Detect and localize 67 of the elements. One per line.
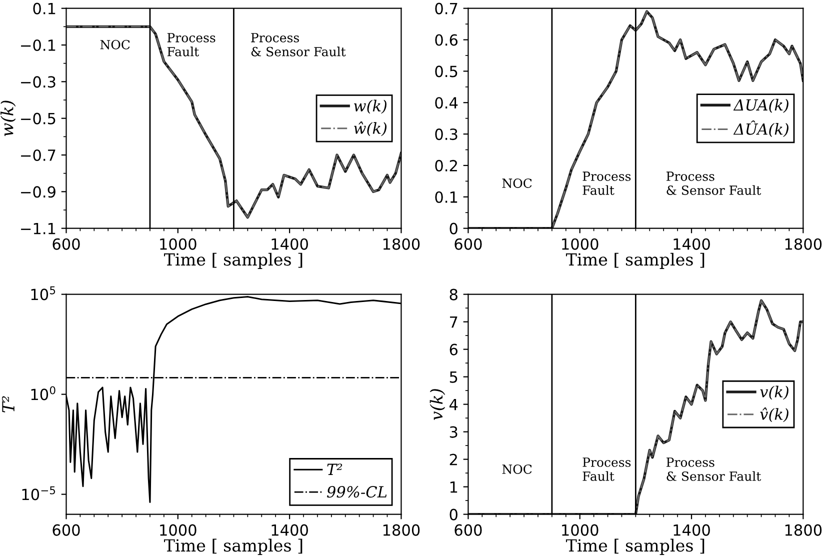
- x-axis-title: Time [ samples ]: [566, 538, 704, 555]
- y-tick-label: 6: [450, 344, 458, 356]
- x-tick-label: 600: [52, 238, 80, 250]
- y-tick-label: 4: [450, 398, 458, 410]
- y-tick-label: 0.7: [435, 2, 458, 14]
- annotation: NOC: [100, 40, 130, 50]
- y-tick-label: 1: [450, 481, 458, 493]
- y-tick-label: 0.6: [435, 34, 458, 46]
- x-tick-label: 1800: [383, 524, 420, 536]
- y-tick-label: 3: [450, 426, 458, 438]
- y-tick-label: 0.4: [435, 97, 458, 109]
- legend-label: ŵ(k): [354, 122, 386, 136]
- x-tick-label: 1000: [160, 238, 196, 250]
- x-tick-label: 1800: [383, 238, 420, 250]
- x-axis-title: Time [ samples ]: [566, 252, 704, 269]
- legend-label: 99%-CL: [327, 486, 387, 498]
- annotation: NOC: [502, 178, 532, 188]
- x-tick-label: 1400: [674, 524, 710, 536]
- y-tick-label: 10$^{−5}$: [22, 486, 56, 500]
- y-tick-label: −0.7: [21, 149, 56, 162]
- x-tick-label: 1000: [562, 524, 598, 536]
- annotation: NOC: [502, 464, 532, 474]
- x-axis-title: Time [ samples ]: [164, 538, 302, 555]
- x-axis-title: Time [ samples ]: [164, 252, 302, 269]
- y-tick-label: 0.2: [435, 160, 457, 172]
- legend-label: w(k): [354, 100, 386, 114]
- y-tick-label: 0.3: [435, 128, 458, 140]
- y-tick-label: −1.1: [21, 222, 56, 234]
- annotation: Process Fault: [167, 33, 216, 56]
- legend-label: T²: [327, 464, 342, 475]
- y-tick-label: 0: [450, 222, 458, 234]
- y-tick-label: −0.5: [21, 112, 56, 124]
- legend-label: ΔÛA(k): [733, 120, 788, 138]
- annotation: Process Fault: [582, 172, 631, 195]
- x-tick-label: 1400: [272, 524, 308, 536]
- y-tick-label: −0.1: [21, 39, 56, 52]
- x-tick-label: 1000: [562, 238, 598, 250]
- y-axis-title: T²: [2, 396, 14, 412]
- y-axis-title: w(k): [0, 100, 16, 136]
- annotation: Process & Sensor Fault: [666, 458, 762, 481]
- y-tick-label: 0.1: [33, 2, 56, 14]
- y-tick-label: −0.9: [21, 186, 56, 198]
- x-tick-label: 1800: [785, 524, 822, 536]
- y-tick-label: 5: [450, 371, 458, 383]
- annotation: Process & Sensor Fault: [251, 33, 346, 56]
- y-tick-label: 0.1: [435, 191, 458, 203]
- x-tick-label: 1000: [160, 524, 196, 536]
- annotation: Process Fault: [582, 458, 631, 481]
- legend-label: ΔUA(k): [733, 98, 788, 113]
- y-tick-label: 2: [450, 454, 457, 466]
- y-axis-title: v(k): [430, 389, 446, 420]
- y-tick-label: −0.3: [21, 76, 56, 88]
- y-tick-label: 10$^{5}$: [31, 286, 56, 300]
- legend-label: v̂(k): [760, 408, 788, 422]
- legend-label: v(k): [760, 386, 788, 400]
- y-tick-label: 10$^{0}$: [31, 386, 56, 400]
- annotation: Process & Sensor Fault: [666, 172, 762, 195]
- y-tick-label: 8: [450, 288, 458, 300]
- x-tick-label: 600: [454, 238, 482, 250]
- x-tick-label: 1400: [674, 238, 710, 250]
- x-tick-label: 600: [52, 524, 80, 536]
- y-tick-label: 0.5: [435, 66, 458, 78]
- x-tick-label: 1800: [785, 238, 822, 250]
- x-tick-label: 600: [454, 524, 482, 536]
- y-tick-label: 0: [450, 508, 458, 520]
- y-tick-label: 7: [450, 316, 458, 328]
- x-tick-label: 1400: [272, 238, 308, 250]
